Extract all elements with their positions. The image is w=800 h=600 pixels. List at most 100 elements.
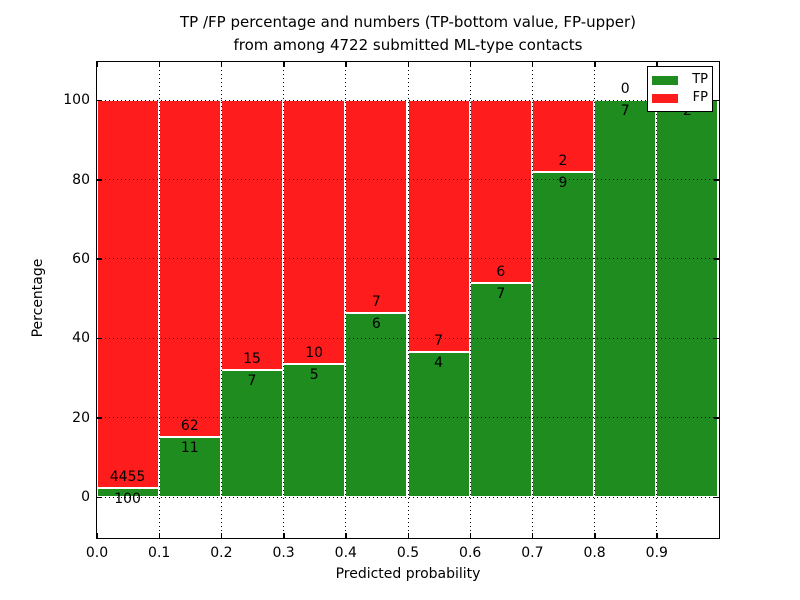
vertical-gridline <box>656 61 658 538</box>
x-axis-top-tick <box>407 61 409 67</box>
x-axis-tick <box>283 532 285 538</box>
tp-count-label: 5 <box>309 367 319 384</box>
x-axis-top-tick <box>594 61 596 67</box>
tp-count-label: 7 <box>620 102 630 119</box>
vertical-gridline <box>158 61 160 538</box>
x-axis-top-tick <box>656 61 658 67</box>
x-tick-label: 0.7 <box>521 545 544 561</box>
tp-count-label: 100 <box>114 490 141 507</box>
fp-count-label: 62 <box>180 417 199 434</box>
tp-bar-segment <box>531 171 595 497</box>
x-tick-label: 0.1 <box>148 545 171 561</box>
x-axis-top-tick <box>531 61 534 67</box>
vertical-gridline <box>283 61 285 538</box>
tp-bar-segment <box>656 99 719 497</box>
fp-count-label: 15 <box>243 351 261 368</box>
fp-count-label: 6 <box>496 264 506 281</box>
x-tick-label: 0.3 <box>272 545 295 561</box>
fp-bar-segment <box>469 99 532 284</box>
y-axis-tick <box>96 417 102 419</box>
x-tick-label: 0.5 <box>396 545 420 561</box>
tp-count-label: 4 <box>434 355 444 372</box>
fp-count-label: 4455 <box>109 468 146 485</box>
y-tick-label: 40 <box>72 330 90 347</box>
y-tick-label: 60 <box>72 250 90 267</box>
y-tick-label: 0 <box>81 489 90 506</box>
x-axis-tick <box>594 532 596 538</box>
x-axis-top-tick <box>469 61 472 67</box>
tp-count-label: 9 <box>558 174 568 191</box>
y-axis-right-tick <box>713 417 719 419</box>
x-tick-label: 0.6 <box>459 545 482 561</box>
x-axis-tick <box>158 532 161 538</box>
legend-item-tp: TP <box>652 73 708 87</box>
y-tick-label: 80 <box>72 171 90 188</box>
legend-label-tp: TP <box>692 72 708 87</box>
x-axis-tick <box>220 532 223 538</box>
x-axis-top-tick <box>283 61 285 67</box>
tp-count-label: 11 <box>180 439 199 456</box>
vertical-gridline <box>469 61 471 538</box>
fp-bar-segment <box>220 99 284 371</box>
x-tick-label: 0.2 <box>210 545 233 561</box>
fp-count-label: 2 <box>558 152 568 169</box>
x-tick-label: 0.8 <box>583 545 606 561</box>
tp-bar-segment <box>407 352 470 497</box>
vertical-gridline <box>531 61 533 538</box>
legend-item-fp: FP <box>652 91 708 105</box>
tp-color-swatch <box>652 75 678 85</box>
x-axis-title: Predicted probability <box>335 566 481 582</box>
chart-title-line2: from among 4722 submitted ML-type contac… <box>233 36 583 54</box>
fp-count-label: 0 <box>620 80 630 97</box>
tp-bar-segment <box>283 364 346 497</box>
x-tick-label: 0.0 <box>85 545 109 561</box>
y-axis-tick <box>96 99 102 102</box>
tp-count-label: 7 <box>496 286 506 303</box>
y-tick-label: 100 <box>63 92 90 109</box>
fp-bar-segment <box>407 99 470 353</box>
y-axis-tick <box>96 337 102 340</box>
y-axis-tick <box>96 258 102 260</box>
x-axis-tick <box>345 532 347 538</box>
vertical-gridline <box>345 61 347 538</box>
legend-label-fp: FP <box>692 90 708 105</box>
fp-count-label: 7 <box>434 333 444 350</box>
x-tick-label: 0.9 <box>645 545 668 561</box>
tp-bar-segment <box>96 487 159 497</box>
fp-count-label: 10 <box>305 345 324 362</box>
y-tick-label: 20 <box>72 409 90 426</box>
y-axis-right-tick <box>713 99 719 102</box>
x-axis-top-tick <box>345 61 347 67</box>
vertical-gridline <box>594 61 596 538</box>
x-tick-label: 0.4 <box>334 545 357 561</box>
tp-count-label: 7 <box>247 373 257 390</box>
y-axis-right-tick <box>713 179 719 181</box>
y-axis-right-tick <box>713 337 719 340</box>
tp-count-label: 6 <box>371 316 381 333</box>
y-axis-right-tick <box>713 258 719 260</box>
tp-bar-segment <box>594 99 657 497</box>
x-axis-top-tick <box>96 61 98 67</box>
x-axis-tick <box>407 532 409 538</box>
fp-bar-segment <box>96 99 159 488</box>
fp-color-swatch <box>652 93 678 103</box>
fp-bar-segment <box>345 99 408 314</box>
y-axis-right-tick <box>713 496 719 499</box>
y-axis-tick <box>96 179 102 181</box>
legend: TP FP <box>647 66 713 112</box>
vertical-gridline <box>407 61 409 538</box>
x-axis-tick <box>469 532 472 538</box>
x-axis-top-tick <box>158 61 161 67</box>
chart-title-line1: TP /FP percentage and numbers (TP-bottom… <box>180 13 636 31</box>
fp-count-label: 7 <box>371 294 381 311</box>
x-axis-tick <box>531 532 534 538</box>
tp-bar-segment <box>158 436 221 497</box>
x-axis-top-tick <box>220 61 223 67</box>
plot-area: 4455100621115710576746729072 <box>95 60 720 539</box>
tp-bar-segment <box>469 283 532 497</box>
fp-bar-segment <box>158 99 221 437</box>
vertical-gridline <box>220 61 222 538</box>
tp-bar-segment <box>345 313 408 497</box>
x-axis-tick <box>656 532 658 538</box>
